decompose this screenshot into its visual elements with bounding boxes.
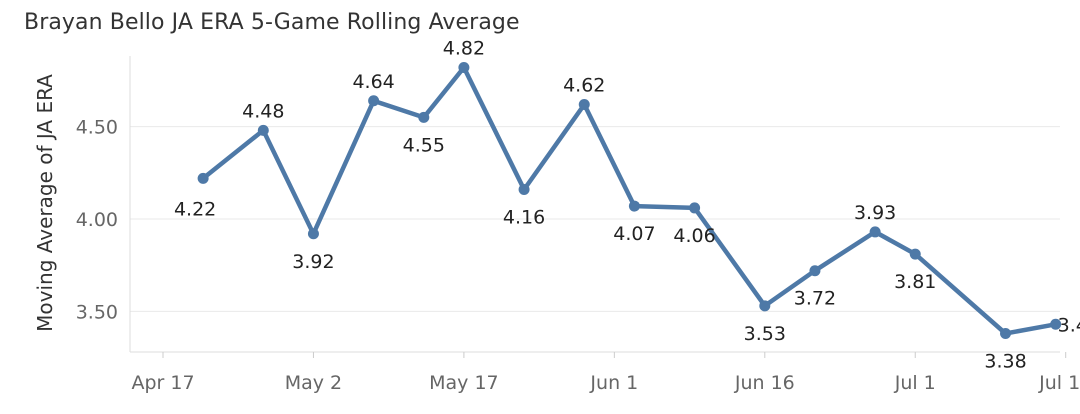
- data-point: [257, 124, 269, 136]
- data-label: 4.06: [673, 225, 715, 247]
- data-label: 3.72: [794, 288, 836, 310]
- data-label: 4.64: [352, 71, 394, 93]
- data-point: [1050, 318, 1062, 330]
- x-tick-label: Jun 1: [589, 372, 638, 394]
- data-label: 4.48: [242, 100, 284, 122]
- data-label: 4.62: [563, 74, 605, 96]
- y-axis-title: Moving Average of JA ERA: [33, 74, 57, 332]
- data-label: 4.22: [174, 198, 216, 220]
- y-tick-label: 3.50: [76, 301, 118, 323]
- data-label: 3.93: [854, 202, 896, 224]
- data-label: 4.82: [443, 38, 485, 60]
- data-point: [1000, 328, 1012, 340]
- x-tick-label: May 17: [429, 372, 499, 394]
- data-point: [689, 202, 701, 214]
- data-label: 3.92: [292, 251, 334, 273]
- chart-title: Brayan Bello JA ERA 5-Game Rolling Avera…: [24, 10, 520, 35]
- x-tick-label: Jul 1: [894, 372, 936, 394]
- x-tick-label: Jul 16: [1038, 372, 1080, 394]
- data-point: [809, 265, 821, 277]
- series-line: [197, 62, 1062, 340]
- data-point: [458, 62, 470, 74]
- data-label: 4.16: [503, 206, 545, 228]
- data-point: [197, 172, 209, 184]
- data-point: [759, 300, 771, 312]
- data-label: 3.53: [744, 323, 786, 345]
- data-point: [307, 228, 319, 240]
- data-label: 3.38: [984, 351, 1026, 373]
- data-point: [418, 111, 430, 123]
- y-tick-label: 4.00: [76, 209, 118, 231]
- y-tick-label: 4.50: [76, 117, 118, 139]
- axes: [129, 56, 1067, 358]
- x-tick-label: Jun 16: [734, 372, 795, 394]
- data-label: 3.81: [894, 271, 936, 293]
- data-point: [518, 183, 530, 195]
- tick-labels: 3.50 4.00 4.50 Apr 17 May 2 May 17 Jun 1 Jun 16…: [76, 117, 1080, 394]
- series-line-path: [200, 65, 1058, 336]
- data-label: 3.43: [1058, 314, 1080, 336]
- x-tick-label: Apr 17: [131, 372, 194, 394]
- x-tick-label: May 2: [285, 372, 342, 394]
- data-point: [368, 95, 380, 107]
- data-label: 4.07: [613, 223, 655, 245]
- data-point: [578, 98, 590, 110]
- data-label: 4.55: [403, 134, 445, 156]
- data-point: [869, 226, 881, 238]
- data-point: [628, 200, 640, 212]
- data-labels: 4.22 4.48 3.92 4.64 4.55 4.82 4.16 4.62 4.07 4.06…: [174, 38, 1080, 373]
- data-point: [909, 248, 921, 260]
